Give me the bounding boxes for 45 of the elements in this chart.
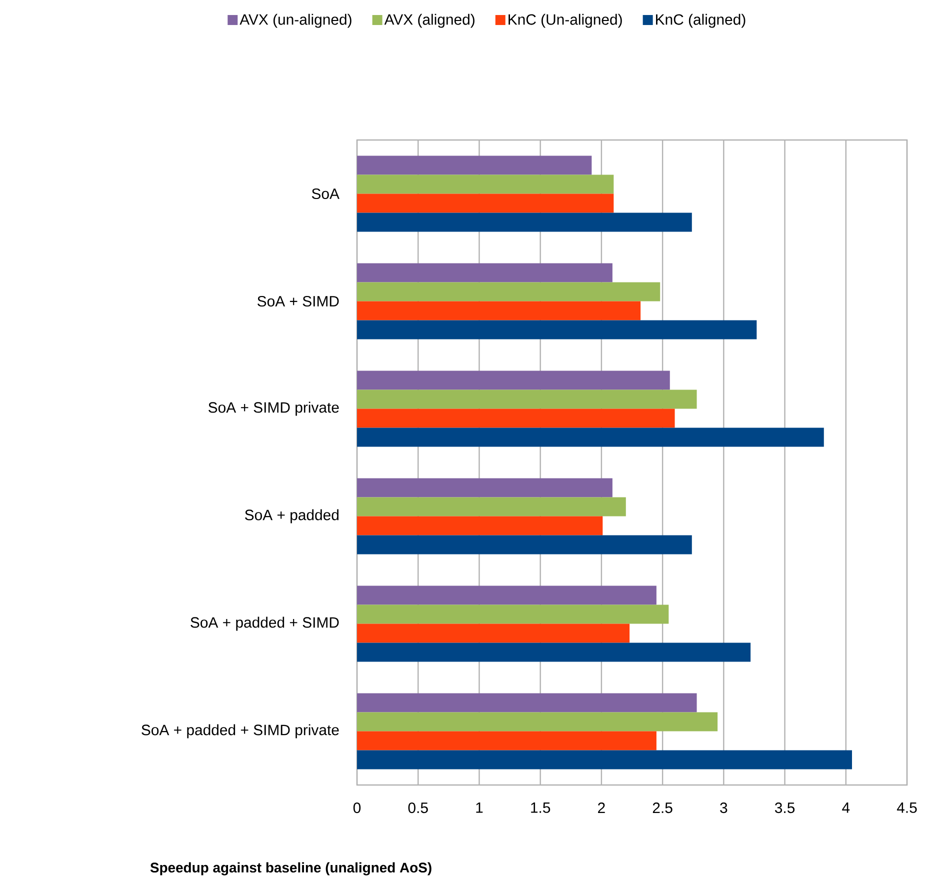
bar (357, 156, 592, 175)
bar (357, 624, 630, 643)
bar (357, 642, 751, 662)
bar (357, 320, 757, 340)
x-tick-label: 0.5 (408, 802, 428, 814)
bar (357, 370, 670, 390)
bar (357, 301, 641, 320)
x-tick-label: 4 (842, 802, 850, 813)
bar (357, 174, 614, 194)
x-tick-label: 2.5 (652, 802, 672, 814)
bar (357, 712, 718, 732)
y-tick-label: SoA (312, 188, 340, 200)
y-tick-label: SoA + SIMD (258, 296, 339, 307)
bar (357, 731, 656, 750)
legend-label: AVX (aligned) (384, 14, 474, 28)
bar (357, 693, 697, 712)
x-tick-label: 2 (598, 802, 605, 813)
legend-label: KnC (Un-aligned) (508, 14, 622, 28)
bar (357, 750, 852, 770)
bar (357, 194, 614, 213)
x-tick-label: 1 (476, 802, 483, 813)
y-tick-label: SoA + padded + SIMD (190, 616, 339, 631)
bar (357, 263, 612, 282)
y-tick-label: SoA + SIMD private (208, 402, 339, 416)
y-tick-label: SoA + padded (245, 509, 338, 524)
legend-label: KnC (aligned) (656, 14, 746, 28)
bar (357, 282, 660, 302)
x-axis-title: Speedup against baseline (unaligned AoS) (150, 862, 432, 876)
bar (357, 408, 675, 428)
bar (357, 428, 824, 447)
x-tick-label: 4.5 (896, 802, 917, 813)
bar (357, 604, 669, 624)
x-tick-label: 1.5 (531, 802, 550, 813)
y-tick-label: SoA + padded + SIMD private (142, 724, 339, 738)
bar (357, 586, 656, 605)
x-tick-label: 3 (720, 802, 728, 814)
bar (357, 535, 692, 554)
bar (357, 478, 612, 498)
bar (357, 516, 603, 536)
legend-label: AVX (un-aligned) (240, 14, 352, 28)
x-tick-label: 3.5 (774, 802, 795, 814)
bar (357, 497, 626, 516)
x-tick-label: 0 (353, 802, 361, 814)
bar (357, 212, 692, 232)
bar (357, 390, 697, 409)
